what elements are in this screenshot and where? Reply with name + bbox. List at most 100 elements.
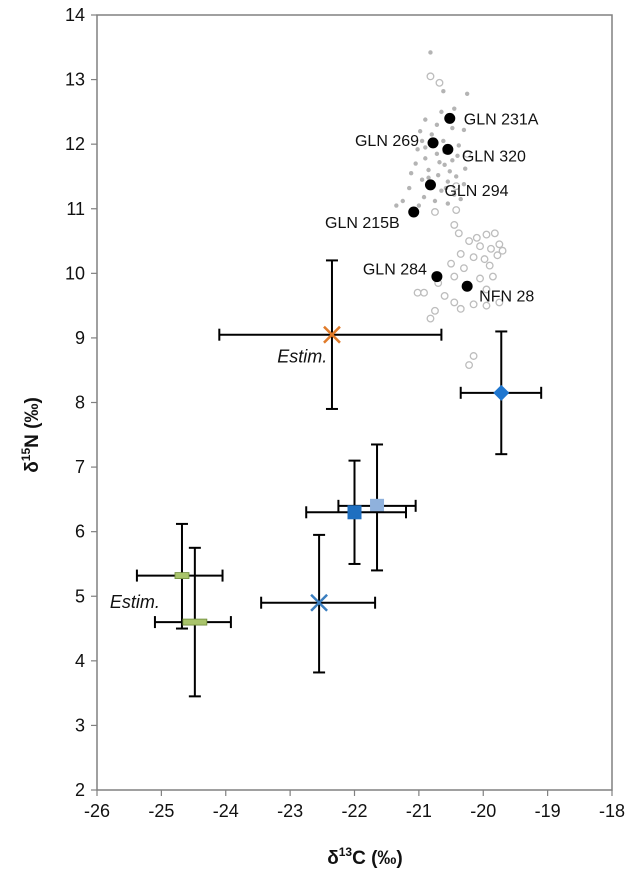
point-label: GLN 231A [464, 111, 539, 128]
gray-dot [441, 138, 446, 144]
y-axis-title-prefix: δ [22, 461, 43, 473]
y-tick-label: 12 [65, 134, 85, 154]
gray-dot [423, 145, 428, 150]
open-circle [495, 240, 504, 249]
y-tick-label: 10 [65, 263, 85, 283]
axes [91, 14, 613, 796]
y-axis-title-superscript: 15 [19, 448, 33, 462]
green-bar-marker [182, 618, 208, 626]
open-circle [413, 288, 422, 297]
open-circle [426, 314, 435, 323]
error-bar-series [135, 259, 543, 698]
open-circle [469, 352, 478, 360]
green-bar-marker [174, 572, 190, 579]
square-marker-light [370, 498, 385, 513]
error-bar-group [218, 259, 443, 410]
gray-dot [407, 185, 412, 191]
gray-dot [443, 185, 449, 191]
error-bar-group [153, 546, 232, 698]
background-dots [394, 50, 470, 208]
gray-dot [456, 143, 461, 148]
gray-dot [445, 179, 451, 184]
point-label: NFN 28 [479, 288, 534, 305]
y-tick-label: 8 [75, 393, 85, 413]
gray-dot [434, 151, 440, 157]
labeled-point [461, 280, 473, 292]
open-circle [459, 264, 468, 273]
open-circle [456, 250, 465, 258]
gray-dot [445, 201, 451, 206]
x-axis-title-superscript: 13 [339, 845, 353, 859]
open-circle [454, 229, 463, 238]
gray-dot [408, 171, 414, 176]
open-circle [476, 274, 484, 283]
y-tick-label: 11 [66, 199, 85, 219]
gray-dot [419, 138, 425, 144]
gray-dot [450, 158, 455, 163]
estim-annotation: Estim. [277, 346, 327, 366]
open-circle [480, 255, 489, 264]
y-tick-label: 6 [75, 522, 85, 542]
x-axis-title-suffix: C (‰) [352, 848, 403, 869]
gray-dot [416, 203, 422, 208]
gray-dot [454, 174, 459, 179]
x-axis-title-prefix: δ [327, 848, 339, 869]
open-circles [413, 72, 507, 369]
open-circle [488, 272, 497, 281]
open-circle [450, 298, 459, 307]
error-bar-group [135, 522, 224, 630]
gray-dot [429, 132, 434, 137]
open-circle [498, 246, 507, 255]
gray-dot [413, 161, 418, 166]
open-circle [456, 304, 465, 313]
gray-dot [437, 160, 442, 165]
gray-dot [394, 203, 399, 208]
gray-dot [442, 162, 447, 168]
gray-dot [426, 175, 431, 180]
gray-dot [461, 127, 467, 133]
open-circle [469, 253, 478, 262]
open-circle [485, 261, 494, 270]
point-label: GLN 294 [444, 183, 508, 200]
gray-dot [464, 91, 470, 96]
gray-dot [461, 182, 467, 187]
gray-dot [455, 153, 460, 158]
open-circle [447, 259, 456, 268]
error-bar-group [260, 533, 377, 674]
gray-dot [441, 89, 446, 94]
labeled-point [427, 137, 439, 149]
open-circle [487, 244, 495, 253]
gray-dot [439, 188, 444, 193]
open-circle [452, 206, 461, 214]
y-tick-label: 13 [65, 70, 85, 90]
point-label: GLN 215B [325, 215, 400, 232]
gray-dot [423, 117, 428, 122]
gray-dot [452, 106, 457, 111]
open-circle [482, 285, 491, 294]
square-marker-dark [347, 505, 362, 520]
open-circle [431, 208, 439, 216]
y-tick-label: 3 [75, 715, 85, 735]
open-circle [482, 230, 491, 239]
x-tick-label: -21 [406, 801, 432, 821]
open-circle [450, 220, 459, 229]
y-tick-label: 14 [65, 5, 85, 25]
gray-dot [452, 192, 457, 197]
point-label: GLN 269 [355, 133, 419, 150]
open-circle [469, 300, 478, 309]
open-circle [465, 237, 474, 245]
open-circle [472, 233, 481, 242]
open-circle [465, 361, 474, 369]
open-circle [490, 229, 499, 238]
y-axis-title-suffix: N (‰) [22, 397, 43, 448]
tick-labels: -26 -25 -24 -23 -22 -21 -20 -19 -18 2 3 4 5 6 7 8 9 10 11 1… [65, 5, 625, 821]
point-label: GLN 284 [363, 262, 427, 279]
gray-dot [463, 166, 468, 171]
gray-dot [432, 198, 438, 204]
gray-dot [423, 156, 428, 161]
open-circle [463, 149, 472, 158]
open-circle [450, 272, 459, 281]
error-bar-group [459, 330, 543, 456]
